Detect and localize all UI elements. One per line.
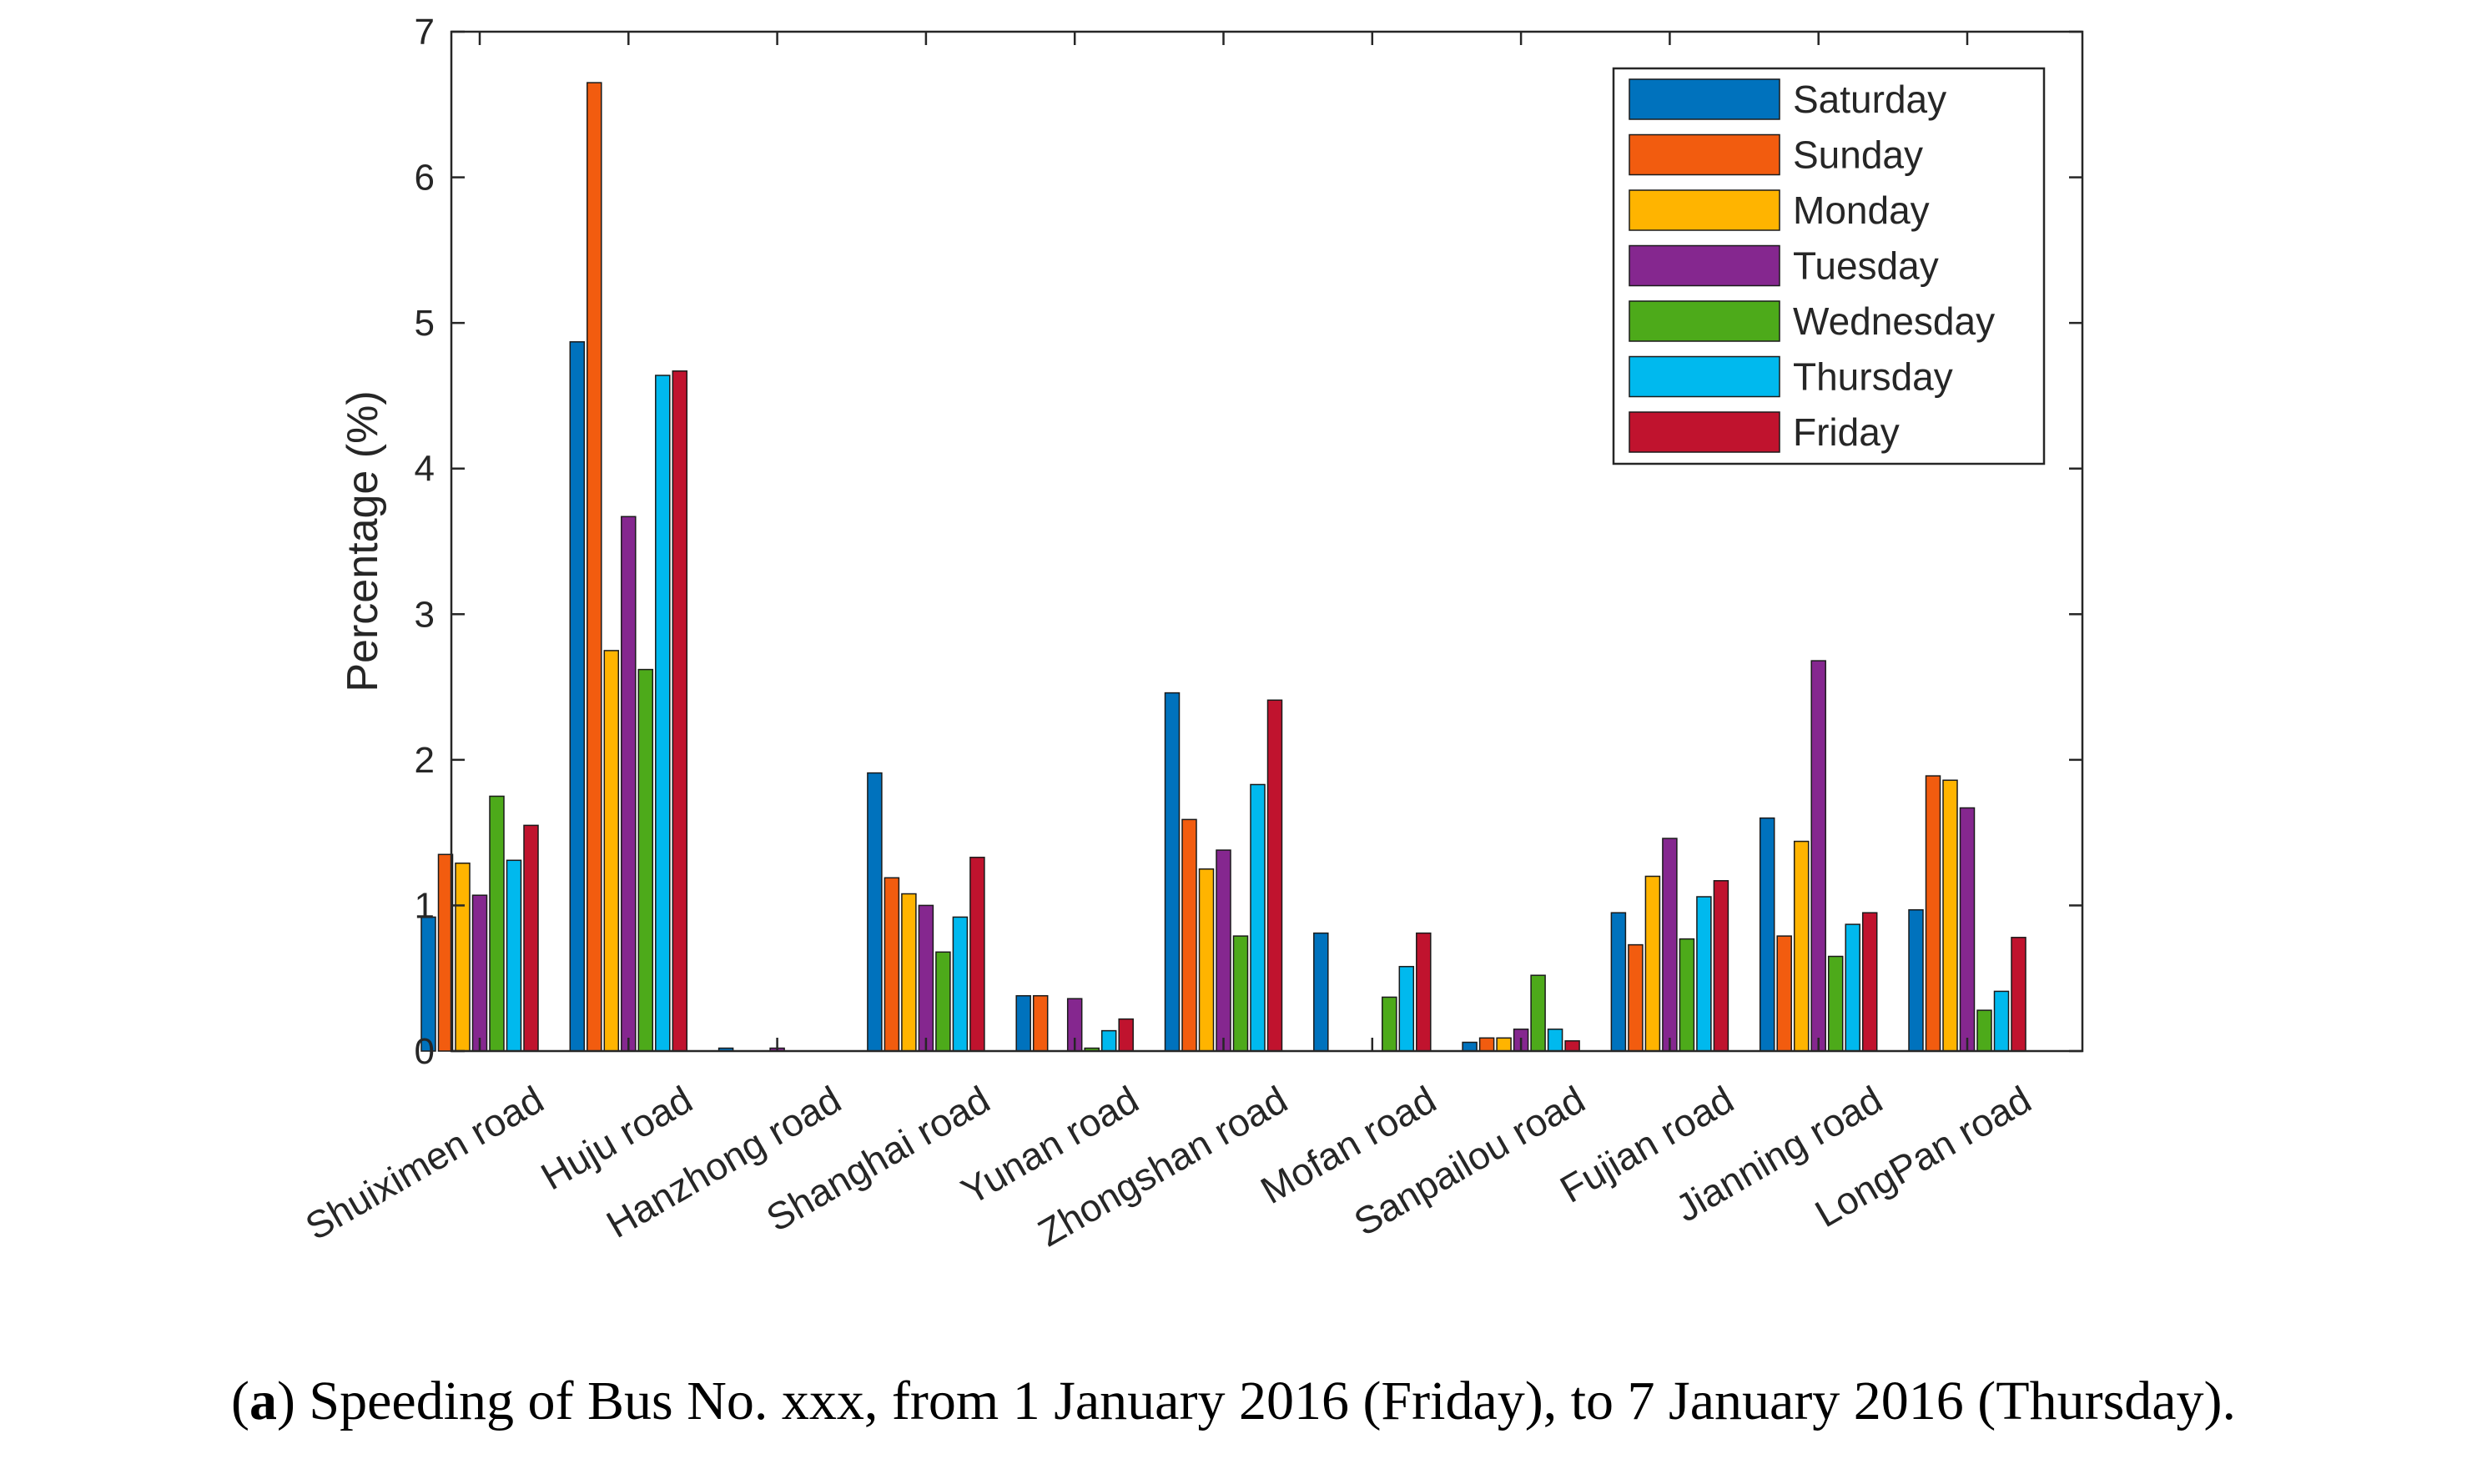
bar-friday-6 <box>1416 932 1432 1052</box>
bar-thursday-7 <box>1547 1029 1563 1052</box>
bar-saturday-3 <box>867 772 883 1052</box>
caption-text: Speeding of Bus No. xxx, from 1 January … <box>309 1371 2237 1431</box>
bar-wednesday-3 <box>935 951 951 1052</box>
bar-saturday-1 <box>569 341 586 1052</box>
legend-swatch-wednesday <box>1629 300 1780 342</box>
bar-thursday-4 <box>1100 1029 1117 1052</box>
bar-monday-1 <box>603 650 620 1052</box>
bar-saturday-4 <box>1015 994 1031 1052</box>
bar-sunday-3 <box>884 877 900 1052</box>
legend-label-wednesday: Wednesday <box>1793 299 1995 343</box>
bar-wednesday-8 <box>1679 938 1695 1052</box>
bar-thursday-6 <box>1398 965 1415 1052</box>
bar-saturday-9 <box>1759 817 1775 1052</box>
caption-label: a <box>249 1371 277 1431</box>
y-tick-label-2: 2 <box>415 740 435 781</box>
bar-friday-3 <box>969 857 985 1052</box>
bar-sunday-10 <box>1925 775 1941 1052</box>
bar-tuesday-5 <box>1216 849 1231 1052</box>
bar-monday-7 <box>1496 1037 1512 1052</box>
bar-friday-8 <box>1713 880 1729 1052</box>
bar-sunday-0 <box>437 853 454 1052</box>
bar-wednesday-6 <box>1382 996 1397 1052</box>
legend-label-tuesday: Tuesday <box>1793 244 1939 288</box>
bar-saturday-7 <box>1462 1041 1478 1052</box>
bar-tuesday-1 <box>621 516 637 1052</box>
bar-friday-9 <box>1861 912 1878 1052</box>
y-tick-label-5: 5 <box>415 303 435 344</box>
bar-sunday-4 <box>1032 994 1049 1052</box>
bar-sunday-1 <box>587 82 602 1052</box>
figure-caption: (a) Speeding of Bus No. xxx, from 1 Janu… <box>230 1371 2237 1431</box>
bar-sunday-9 <box>1776 935 1792 1052</box>
bar-saturday-0 <box>420 916 436 1052</box>
legend-label-sunday: Sunday <box>1793 133 1923 177</box>
bar-wednesday-10 <box>1976 1009 1992 1052</box>
legend-swatch-monday <box>1629 189 1780 231</box>
legend-swatch-tuesday <box>1629 244 1780 287</box>
bars-layer <box>420 82 2026 1052</box>
bar-sunday-5 <box>1181 818 1197 1052</box>
legend-swatch-friday <box>1629 411 1780 453</box>
y-tick-label-1: 1 <box>415 885 435 926</box>
bar-monday-9 <box>1793 840 1810 1052</box>
y-tick-label-0: 0 <box>415 1031 435 1072</box>
bar-wednesday-0 <box>489 795 505 1052</box>
legend-swatch-sunday <box>1629 133 1780 176</box>
bar-sunday-7 <box>1478 1037 1495 1052</box>
bar-monday-3 <box>901 893 917 1052</box>
bar-monday-0 <box>455 863 471 1052</box>
y-tick-label-7: 7 <box>415 12 435 53</box>
bar-monday-10 <box>1942 779 1958 1052</box>
bar-saturday-5 <box>1164 692 1181 1052</box>
bar-monday-8 <box>1644 875 1661 1052</box>
legend-label-saturday: Saturday <box>1793 78 1946 121</box>
bar-thursday-1 <box>655 375 671 1052</box>
y-tick-label-6: 6 <box>415 158 435 199</box>
bar-tuesday-10 <box>1959 807 1976 1052</box>
bar-thursday-9 <box>1845 923 1860 1052</box>
legend-label-friday: Friday <box>1793 410 1900 454</box>
bar-thursday-8 <box>1696 896 1712 1052</box>
y-tick-label-4: 4 <box>415 449 435 490</box>
bar-wednesday-7 <box>1530 974 1546 1052</box>
bar-thursday-3 <box>952 916 969 1052</box>
legend-swatch-saturday <box>1629 78 1780 120</box>
bar-friday-5 <box>1266 699 1283 1052</box>
bar-friday-10 <box>2011 937 2026 1052</box>
bar-friday-1 <box>672 370 688 1052</box>
bar-monday-5 <box>1198 868 1215 1052</box>
bar-saturday-10 <box>1908 908 1924 1052</box>
legend-swatch-thursday <box>1629 355 1780 398</box>
plot-frame <box>450 30 2084 1053</box>
bar-friday-0 <box>523 824 539 1052</box>
bar-tuesday-9 <box>1810 660 1826 1052</box>
bar-saturday-8 <box>1610 912 1627 1052</box>
bar-thursday-0 <box>506 859 522 1052</box>
bar-friday-4 <box>1118 1018 1134 1052</box>
bar-wednesday-9 <box>1827 955 1844 1052</box>
bar-tuesday-3 <box>918 904 934 1052</box>
bar-sunday-8 <box>1628 943 1644 1052</box>
bar-wednesday-1 <box>637 668 654 1052</box>
bar-friday-7 <box>1564 1040 1580 1052</box>
y-axis-label: Percentage (%) <box>339 390 387 692</box>
legend: Saturday Sunday Monday Tuesday Wednesday Thur… <box>1612 67 2046 465</box>
bar-wednesday-5 <box>1232 935 1249 1052</box>
bar-tuesday-8 <box>1662 838 1678 1052</box>
bar-tuesday-0 <box>471 894 488 1052</box>
bar-saturday-6 <box>1313 932 1329 1052</box>
axis-ticks: 0 1 2 3 4 5 6 7 <box>415 12 2082 1072</box>
bar-thursday-5 <box>1250 783 1266 1052</box>
legend-label-monday: Monday <box>1793 189 1930 232</box>
y-tick-label-3: 3 <box>415 594 435 635</box>
legend-label-thursday: Thursday <box>1793 355 1953 399</box>
bar-thursday-10 <box>1993 990 2010 1052</box>
